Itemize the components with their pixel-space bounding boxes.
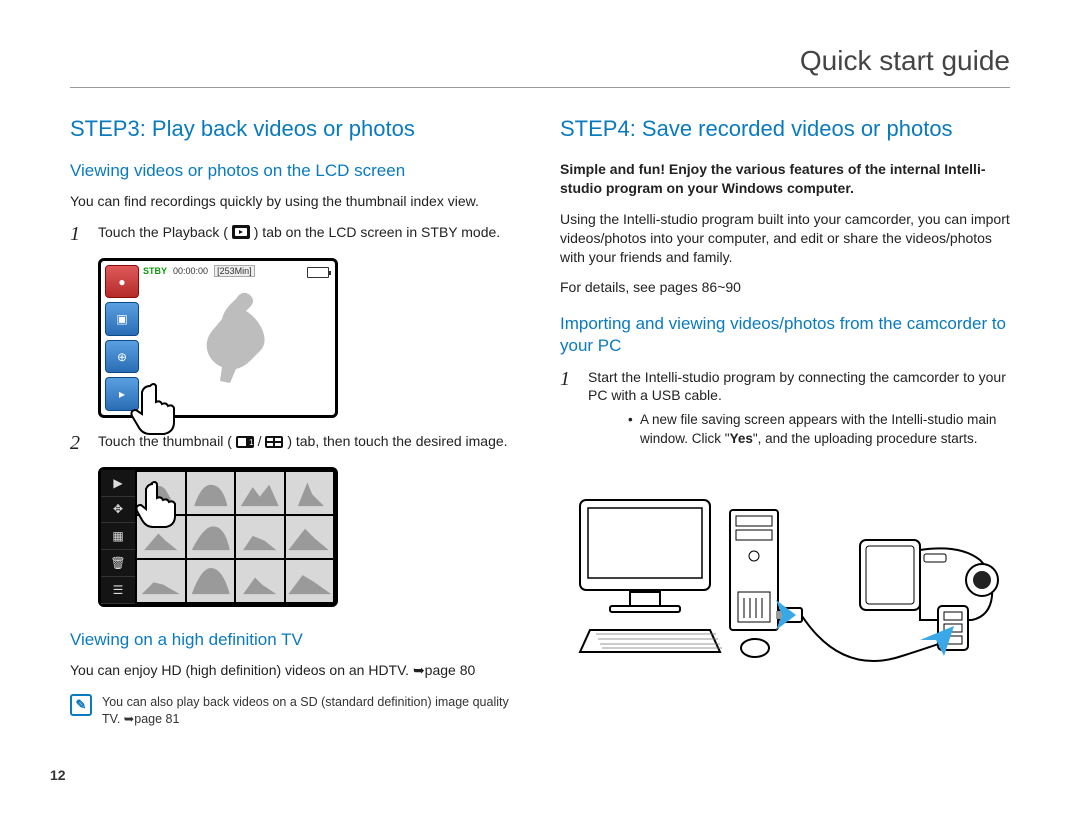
- hdtv-text: You can enjoy HD (high definition) video…: [70, 661, 510, 680]
- delete-icon: 🗑: [101, 550, 135, 577]
- bullet-yes: Yes: [730, 431, 753, 446]
- two-column-layout: STEP3: Play back videos or photos Viewin…: [70, 116, 1010, 728]
- thumbnail-cell: [286, 472, 334, 514]
- pointing-hand-icon: [126, 382, 181, 437]
- sub-heading-import: Importing and viewing videos/photos from…: [560, 313, 1010, 357]
- remaining-time: [253Min]: [214, 265, 255, 277]
- page-number: 12: [50, 767, 66, 783]
- para1: Using the Intelli-studio program built i…: [560, 210, 1010, 267]
- right-column: STEP4: Save recorded videos or photos Si…: [560, 116, 1010, 728]
- note-box: ✎ You can also play back videos on a SD …: [70, 694, 510, 728]
- thumbnail-cell: [236, 516, 284, 558]
- step2-text-post: ) tab, then touch the desired image.: [287, 433, 507, 449]
- step2-text-mid: /: [258, 433, 262, 449]
- note-text: You can also play back videos on a SD (s…: [102, 694, 510, 728]
- thumbnail-tab-icon-1: 1: [236, 434, 254, 453]
- record-icon: ●: [105, 265, 139, 299]
- skater-silhouette: [196, 289, 286, 389]
- thumbnail-cell: [187, 516, 235, 558]
- menu-icon: ☰: [101, 577, 135, 604]
- time-counter: 00:00:00: [173, 266, 208, 276]
- import-step-1: 1 Start the Intelli-studio program by co…: [560, 368, 1010, 448]
- thumbnail-tab-icon-2: [265, 434, 283, 453]
- zoom-icon: ⊕: [105, 340, 139, 374]
- intro-text: You can find recordings quickly by using…: [70, 192, 510, 211]
- step3-heading: STEP3: Play back videos or photos: [70, 116, 510, 142]
- thumbnail-cell: [236, 560, 284, 602]
- sub-heading-lcd: Viewing videos or photos on the LCD scre…: [70, 160, 510, 182]
- import-steps-list: 1 Start the Intelli-studio program by co…: [560, 368, 1010, 448]
- thumbnail-cell: [286, 560, 334, 602]
- svg-text:1: 1: [249, 438, 254, 447]
- step-number: 1: [70, 221, 80, 248]
- thumbnail-cell: [137, 560, 185, 602]
- import-step1-text: Start the Intelli-studio program by conn…: [588, 369, 1006, 404]
- step-number: 1: [560, 366, 570, 393]
- manual-page: Quick start guide STEP3: Play back video…: [0, 0, 1080, 825]
- para2: For details, see pages 86~90: [560, 278, 1010, 297]
- left-column: STEP3: Play back videos or photos Viewin…: [70, 116, 510, 728]
- battery-icon: [307, 267, 329, 278]
- thumbnail-grid-illustration: ▶ ✥ ▦ 🗑 ☰: [98, 467, 338, 607]
- step4-heading: STEP4: Save recorded videos or photos: [560, 116, 1010, 142]
- step2-text-pre: Touch the thumbnail (: [98, 433, 232, 449]
- page-header-title: Quick start guide: [70, 45, 1010, 88]
- thumbnail-cell: [187, 560, 235, 602]
- thumbnail-cell: [236, 472, 284, 514]
- lcd-illustration: ● ▣ ⊕ ▸ STBY 00:00:00 [253Min]: [98, 258, 338, 418]
- lcd-status-row: STBY 00:00:00 [253Min]: [143, 265, 255, 277]
- bullet-post: ", and the uploading procedure starts.: [753, 431, 978, 446]
- sub-heading-hdtv: Viewing on a high definition TV: [70, 629, 510, 651]
- step1-text-pre: Touch the Playback (: [98, 224, 228, 240]
- stby-label: STBY: [143, 266, 167, 276]
- step-item-2: 2 Touch the thumbnail ( 1 / ) tab, then …: [70, 432, 510, 453]
- import-bullet: A new file saving screen appears with th…: [628, 411, 1010, 447]
- playback-steps-list: 1 Touch the Playback ( ) tab on the LCD …: [70, 223, 510, 244]
- camera-icon: ▣: [105, 302, 139, 336]
- step1-text-post: ) tab on the LCD screen in STBY mode.: [254, 224, 500, 240]
- playback-steps-list-2: 2 Touch the thumbnail ( 1 / ) tab, then …: [70, 432, 510, 453]
- playback-tab-icon: [232, 225, 250, 244]
- pointing-hand-icon: [129, 480, 179, 530]
- note-icon: ✎: [70, 694, 92, 716]
- step-number: 2: [70, 430, 80, 457]
- bold-intro: Simple and fun! Enjoy the various featur…: [560, 160, 1010, 198]
- thumbnail-cell: [286, 516, 334, 558]
- thumbnail-cell: [187, 472, 235, 514]
- step-item-1: 1 Touch the Playback ( ) tab on the LCD …: [70, 223, 510, 244]
- pc-camcorder-illustration: [570, 480, 1010, 710]
